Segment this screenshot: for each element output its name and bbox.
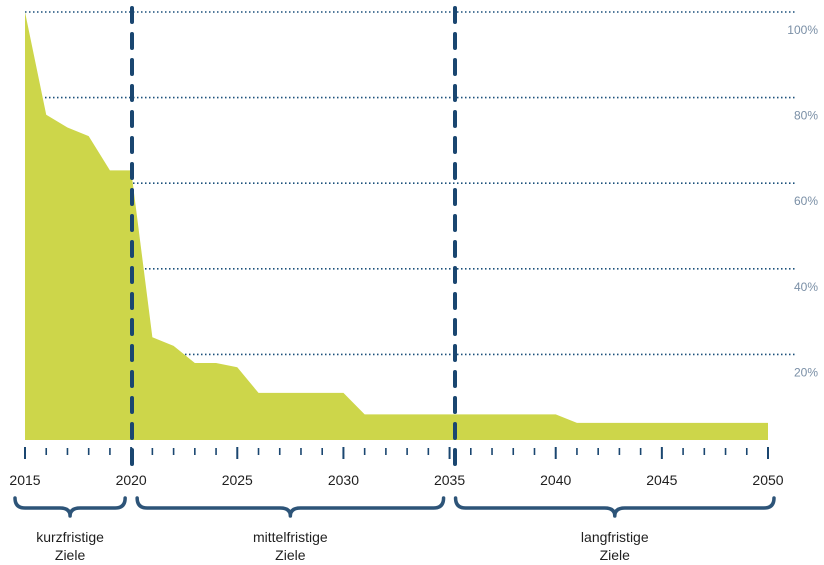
phase-brackets: kurzfristige Ziele mittelfristige Ziele lang… <box>13 496 776 563</box>
phase-bracket <box>13 496 127 518</box>
y-tick-labels: 20% 40% 60% 80% 100% <box>787 23 818 379</box>
x-tick-label: 2015 <box>9 472 40 488</box>
phase-label-line2: Ziele <box>600 547 631 563</box>
x-tick-label: 2045 <box>646 472 677 488</box>
phase-label-line1: langfristige <box>581 529 649 545</box>
phase-bracket <box>453 496 776 518</box>
phase-label-line1: kurzfristige <box>36 529 104 545</box>
phase-label-line2: Ziele <box>275 547 306 563</box>
area-fill <box>25 12 768 440</box>
x-tick-label: 2020 <box>116 472 147 488</box>
y-tick-label: 20% <box>794 365 818 379</box>
x-tick-label: 2035 <box>434 472 465 488</box>
phase-bracket <box>135 496 446 518</box>
y-tick-label: 60% <box>794 194 818 208</box>
x-tick-label: 2030 <box>328 472 359 488</box>
y-tick-label: 80% <box>794 109 818 123</box>
x-tick-label: 2040 <box>540 472 571 488</box>
phase-dividers <box>130 6 457 476</box>
x-tick-label: 2050 <box>752 472 783 488</box>
area-series <box>25 12 768 440</box>
phase-label-line1: mittelfristige <box>253 529 328 545</box>
y-tick-label: 100% <box>787 23 818 37</box>
x-axis: 2015 2020 2025 2030 2035 2040 2045 2050 <box>9 447 784 488</box>
y-tick-label: 40% <box>794 280 818 294</box>
phase-label-line2: Ziele <box>55 547 86 563</box>
x-tick-label: 2025 <box>222 472 253 488</box>
